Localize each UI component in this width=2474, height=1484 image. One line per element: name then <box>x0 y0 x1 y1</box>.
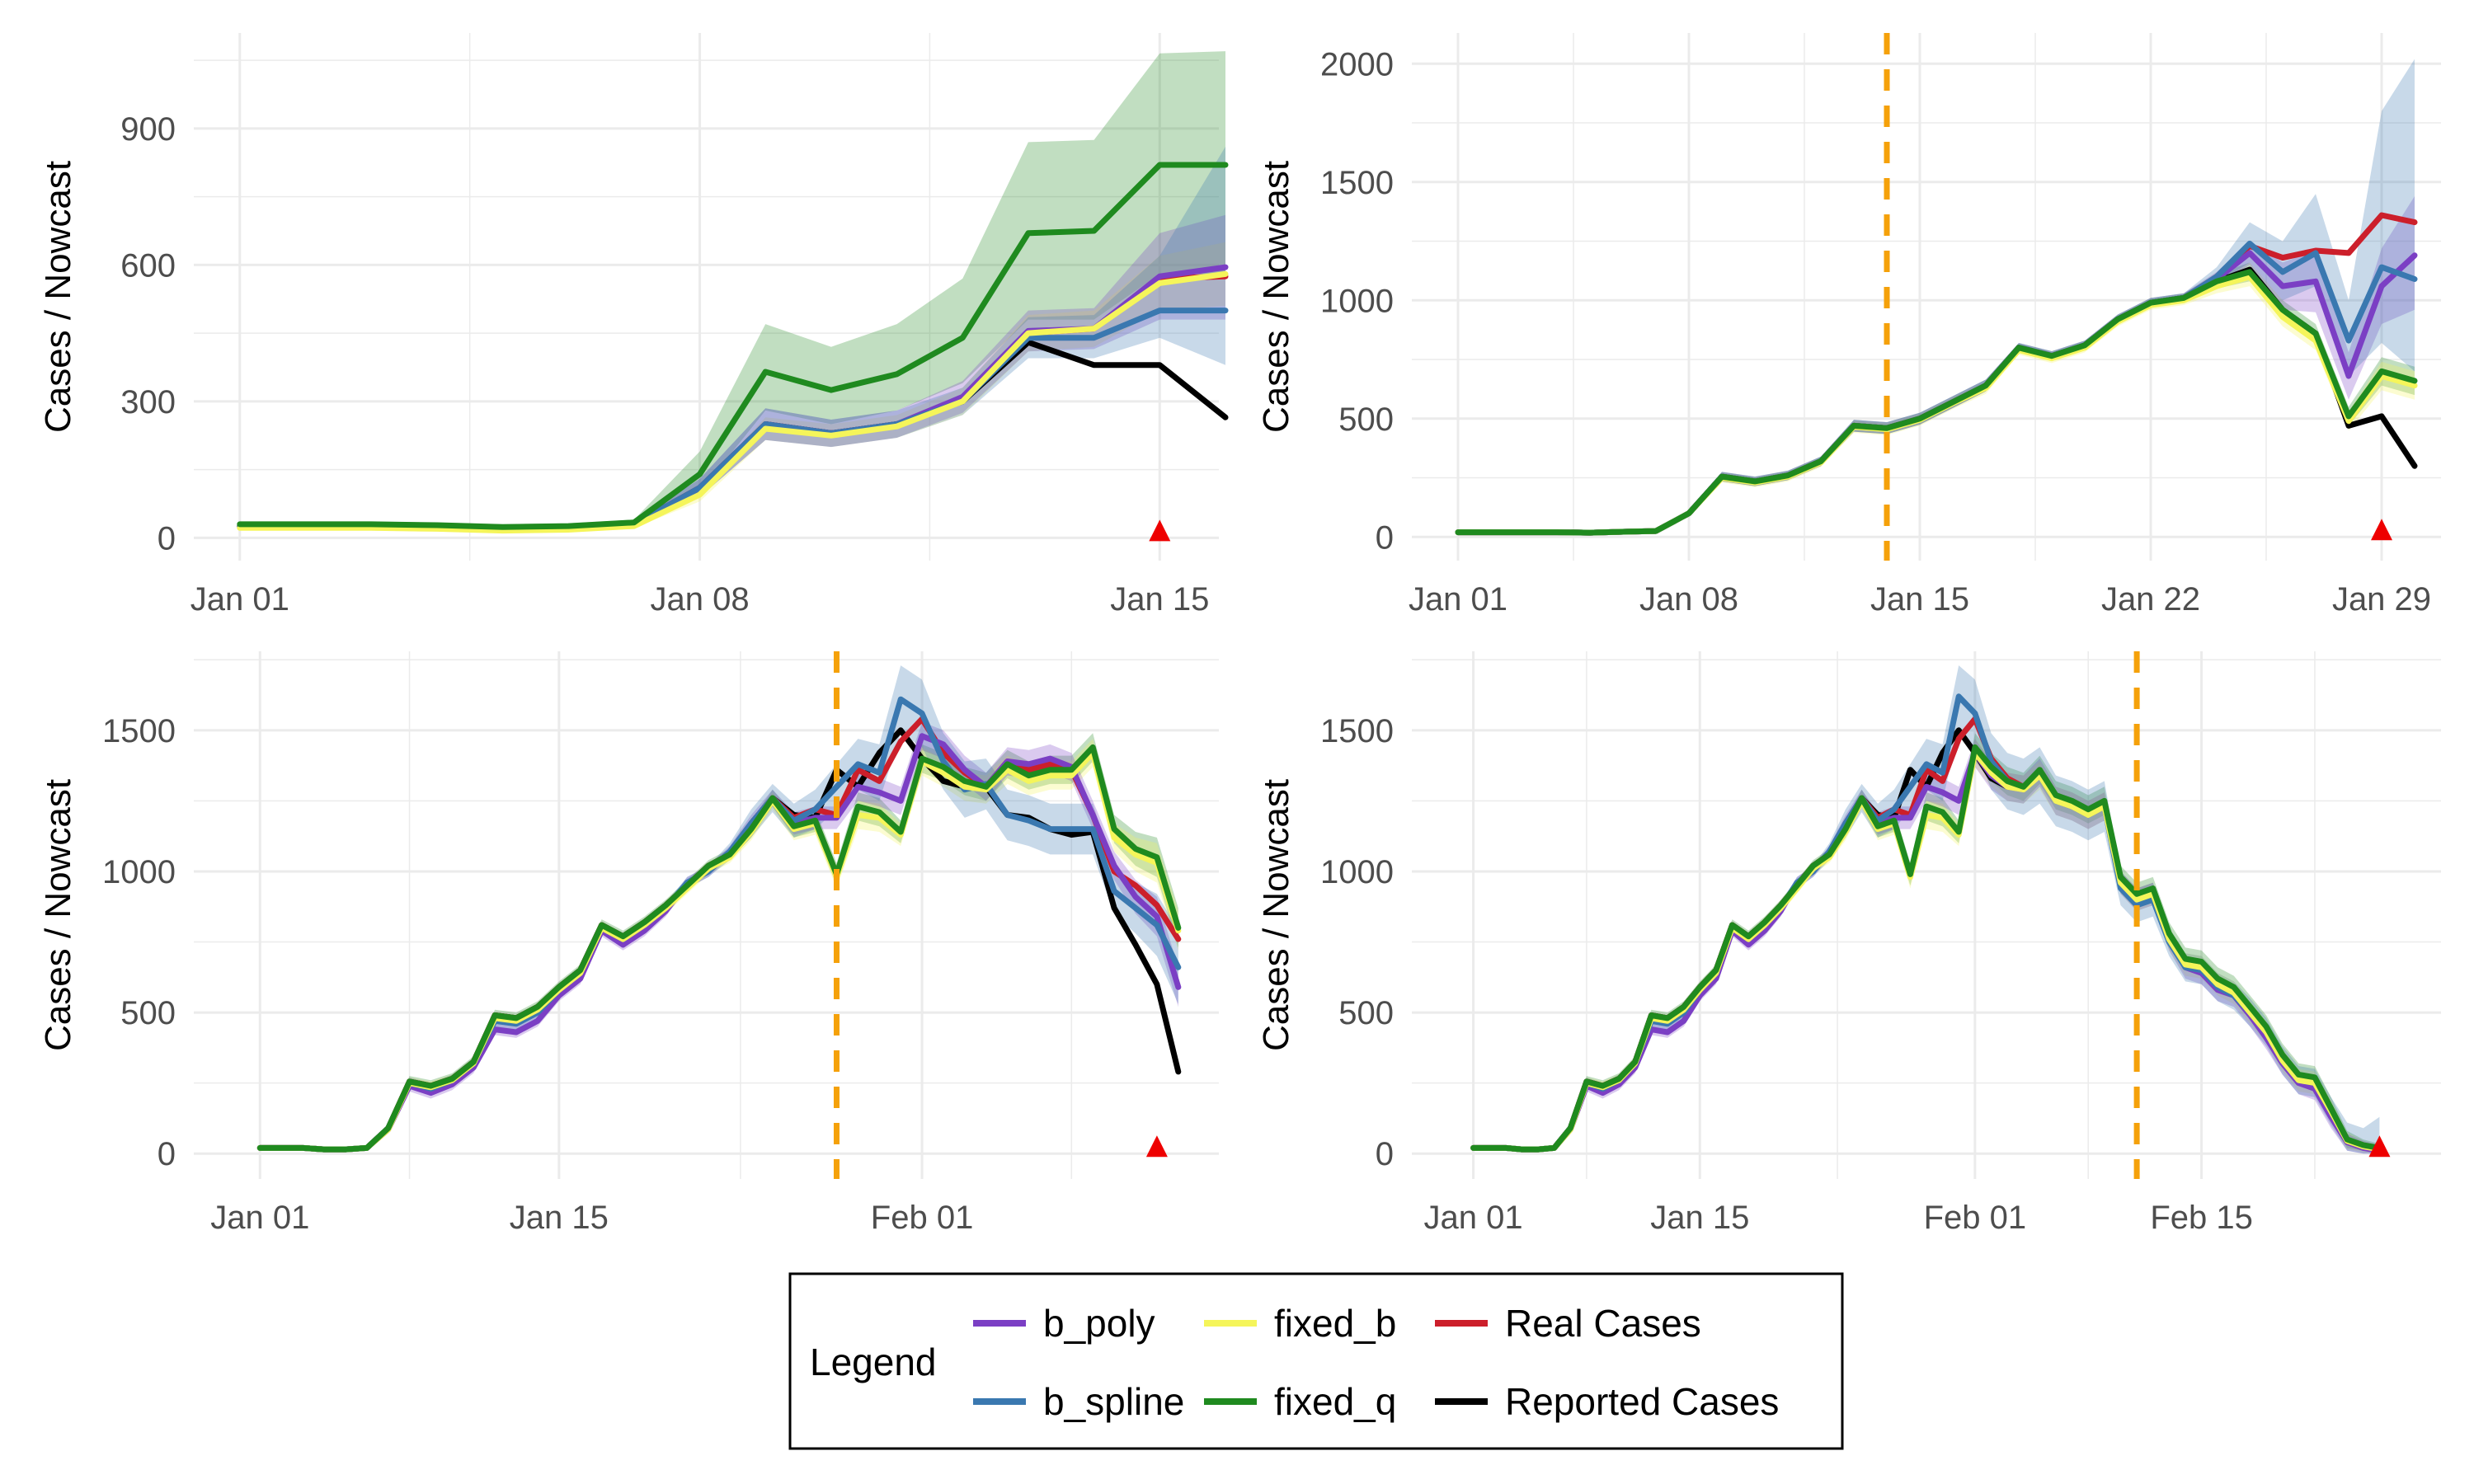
legend-label-reported-cases: Reported Cases <box>1505 1380 1779 1423</box>
y-axis-label: Cases / Nowcast <box>1256 161 1296 433</box>
x-tick-label: Jan 29 <box>2332 581 2431 618</box>
x-tick-label: Jan 08 <box>650 581 749 618</box>
x-tick-label: Jan 08 <box>1639 581 1738 618</box>
panel-4: 0 500 1000 1500 Jan 01 Jan 15 Feb 01 Feb 15 Case… <box>1256 651 2441 1236</box>
y-tick-label: 0 <box>158 1136 176 1172</box>
y-tick-label: 0 <box>158 520 176 556</box>
y-tick-label: 1500 <box>1320 165 1394 201</box>
legend-label-fixed-b: fixed_b <box>1274 1302 1396 1345</box>
series-line-b-poly <box>256 733 1182 1153</box>
y-tick-label: 1500 <box>1320 713 1394 749</box>
series-line-fixed-q <box>1455 269 2418 536</box>
panel-2: 0 500 1000 1500 2000 Jan 01 Jan 08 Jan 15 Jan 22… <box>1256 33 2441 618</box>
y-tick-label: 2000 <box>1320 46 1394 82</box>
y-tick-label: 1000 <box>1320 283 1394 319</box>
x-tick-label: Jan 01 <box>210 1200 309 1236</box>
panel-3: 0 500 1000 1500 Jan 01 Jan 15 Feb 01 Cases / No… <box>38 651 1219 1236</box>
x-tick-label: Jan 15 <box>510 1200 609 1236</box>
series-line-fixed-b <box>237 270 1229 534</box>
x-tick-label: Jan 01 <box>1409 581 1507 618</box>
x-tick-label: Feb 01 <box>1924 1200 2027 1236</box>
x-tick-label: Jan 15 <box>1110 581 1209 618</box>
y-tick-label: 500 <box>120 995 176 1031</box>
legend: Legend b_poly b_spline fixed_b fixed_q Real C… <box>788 1272 1844 1450</box>
y-tick-label: 500 <box>1338 995 1394 1031</box>
legend-label-b-spline: b_spline <box>1043 1380 1184 1423</box>
y-tick-label: 500 <box>1338 402 1394 438</box>
legend-title: Legend <box>810 1341 937 1383</box>
series-line-fixed-q <box>237 162 1229 530</box>
x-tick-label: Jan 01 <box>190 581 289 618</box>
nowcast-marker-triangle <box>1149 519 1171 542</box>
x-tick-label: Feb 15 <box>2150 1200 2253 1236</box>
series-line-fixed-q <box>256 744 1182 1153</box>
series-line-fixed-q <box>1470 744 2382 1153</box>
ribbon-b-spline <box>260 665 1178 1151</box>
y-tick-label: 900 <box>120 111 176 148</box>
ribbon-fixed-q <box>239 51 1225 530</box>
y-tick-label: 0 <box>1376 519 1394 556</box>
ribbon-b-poly <box>239 214 1225 532</box>
y-axis-label: Cases / Nowcast <box>1256 779 1296 1051</box>
nowcast-marker-triangle <box>1145 1135 1168 1158</box>
nowcast-marker-triangle <box>2371 519 2392 541</box>
legend-label-b-poly: b_poly <box>1043 1302 1155 1345</box>
y-axis-label: Cases / Nowcast <box>38 779 78 1051</box>
legend-label-real-cases: Real Cases <box>1505 1302 1701 1345</box>
x-tick-label: Jan 22 <box>2101 581 2200 618</box>
series-line-reported-cases <box>256 727 1182 1153</box>
x-tick-label: Jan 15 <box>1870 581 1969 618</box>
y-tick-label: 1000 <box>102 854 176 890</box>
y-tick-label: 300 <box>120 384 176 420</box>
y-axis-label: Cases / Nowcast <box>38 161 78 433</box>
x-tick-label: Feb 01 <box>871 1200 974 1236</box>
y-tick-label: 600 <box>120 247 176 284</box>
panel-1: 0 300 600 900 Jan 01 Jan 08 Jan 15 Cases / Nowc… <box>38 33 1229 618</box>
y-tick-label: 1500 <box>102 713 176 749</box>
y-tick-label: 0 <box>1376 1136 1394 1172</box>
y-tick-label: 1000 <box>1320 854 1394 890</box>
x-tick-label: Jan 15 <box>1650 1200 1749 1236</box>
nowcast-marker-triangle <box>2368 1135 2391 1158</box>
legend-box <box>788 1272 1844 1450</box>
legend-label-fixed-q: fixed_q <box>1274 1380 1396 1423</box>
x-tick-label: Jan 01 <box>1424 1200 1523 1236</box>
